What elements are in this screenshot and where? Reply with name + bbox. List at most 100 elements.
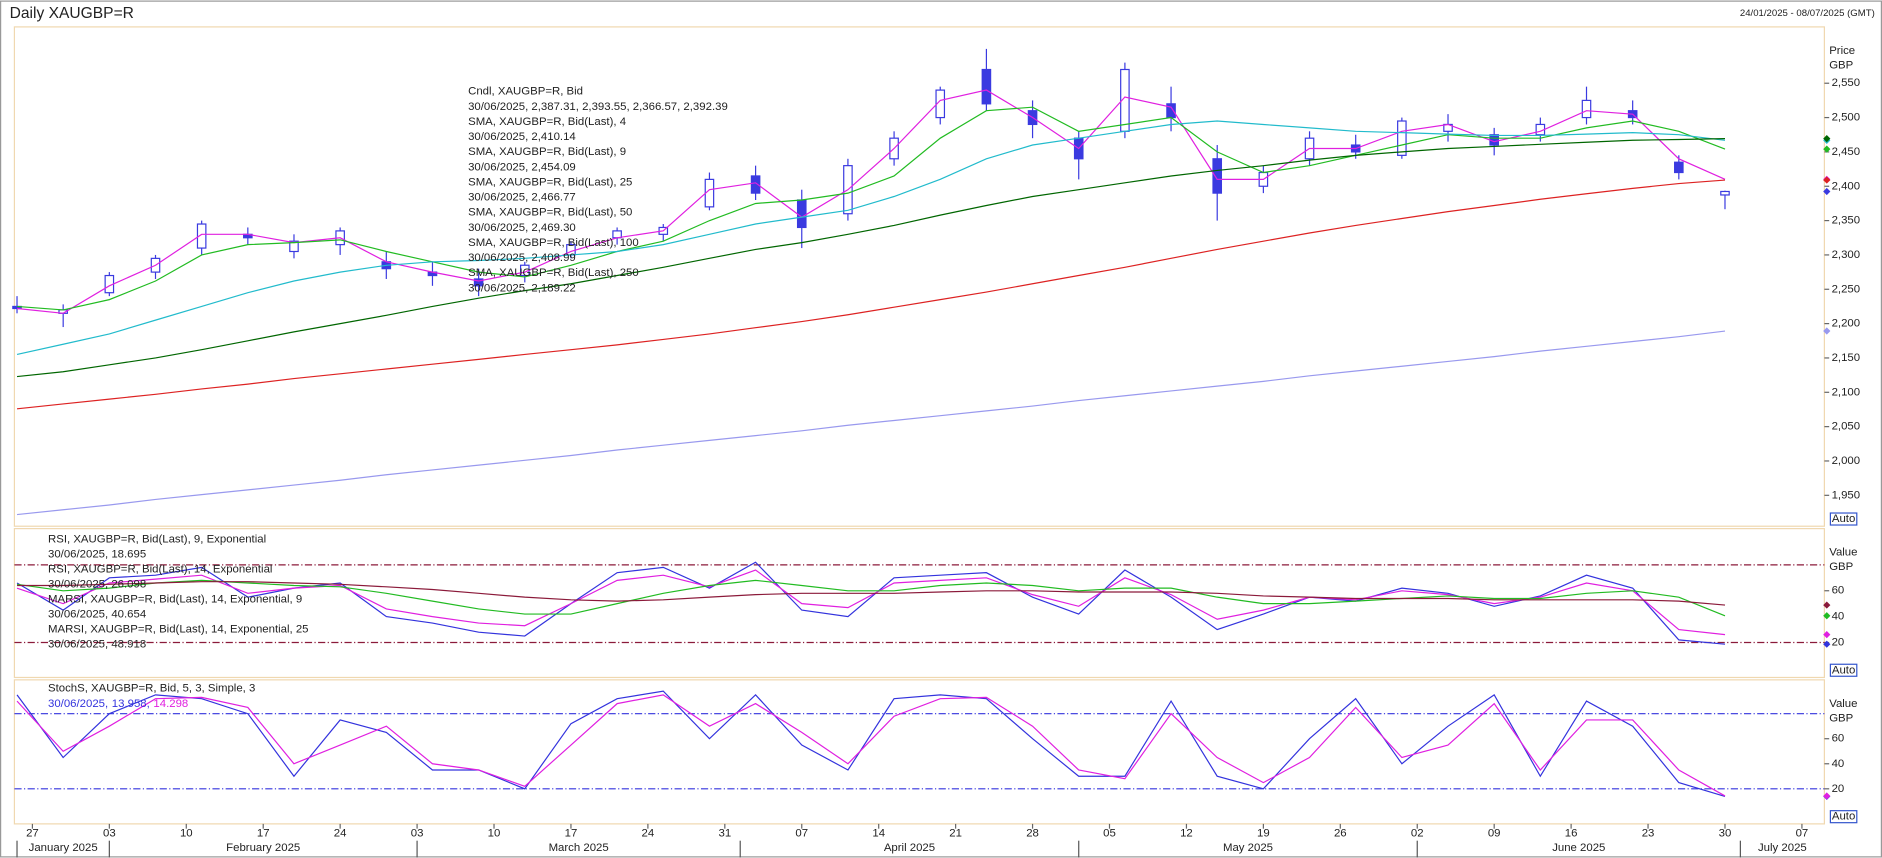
y-tick-label: 40 [1832,758,1845,770]
x-tick-label: 26 [1334,828,1347,840]
auto-button-box [1829,810,1858,824]
x-tick-label: 19 [1257,828,1270,840]
y-tick-label: 2,250 [1832,283,1861,295]
legend-value: 30/06/2025, 2,410.14 [468,131,576,143]
x-tick-label: 27 [26,828,39,840]
candle-body [473,278,484,287]
x-tick-label: 09 [1488,828,1501,840]
candle-body [796,199,807,229]
x-tick-label: 28 [1026,828,1039,840]
y-tick-label: 40 [1832,611,1845,623]
last-value-marker [1823,327,1831,335]
y-tick-label: 2,150 [1832,352,1861,364]
x-tick-label: 05 [1103,828,1116,840]
month-label: January 2025 [29,842,98,854]
last-value-marker [1823,187,1831,196]
x-tick-label: 17 [257,828,270,840]
series-line [16,579,1726,617]
legend-name: SMA, XAUGBP=R, Bid(Last), 250 [468,267,639,279]
y-tick-label: 2,500 [1832,112,1861,124]
x-tick-label: 02 [1411,828,1424,840]
y-axis-label: Value [1829,547,1857,559]
legend-name: SMA, XAUGBP=R, Bid(Last), 25 [468,176,632,188]
y-tick-label: 60 [1832,585,1845,597]
y-tick-label: 20 [1832,783,1845,795]
month-label: March 2025 [549,842,609,854]
candle-body [1674,161,1684,174]
legend-value: 30/06/2025, 2,469.30 [468,222,576,234]
y-tick-label: 2,200 [1832,318,1861,330]
y-tick-label: 2,400 [1832,180,1861,192]
month-label: April 2025 [884,842,935,854]
series-line [16,690,1726,797]
month-label: July 2025 [1758,842,1807,854]
y-axis-unit: GBP [1829,561,1853,573]
auto-button-box [1829,512,1858,526]
legend-value: 30/06/2025, 18.695 [48,548,146,560]
y-tick-label: 2,450 [1832,146,1861,158]
legend-name: SMA, XAUGBP=R, Bid(Last), 4 [468,116,626,128]
candle-body [1212,158,1223,194]
x-tick-label: 07 [1796,828,1809,840]
legend-name: SMA, XAUGBP=R, Bid(Last), 100 [468,237,639,249]
candle-body [1581,99,1592,119]
legend-name: RSI, XAUGBP=R, Bid(Last), 14, Exponentia… [48,563,272,575]
auto-button[interactable]: Auto [1832,664,1855,676]
y-axis-unit: GBP [1829,712,1853,724]
panel-frame [13,26,1825,527]
y-axis-label: Value [1829,698,1857,710]
auto-button[interactable]: Auto [1832,513,1855,525]
series-line [17,581,1726,606]
legend-name: MARSI, XAUGBP=R, Bid(Last), 14, Exponent… [48,593,302,605]
legend-value: 30/06/2025, 2,189.22 [468,282,576,294]
legend-value: 30/06/2025, 2,454.09 [468,161,576,173]
legend-name: SMA, XAUGBP=R, Bid(Last), 50 [468,207,632,219]
legend-value: 30/06/2025, 40.654 [48,608,146,620]
x-tick-label: 23 [1642,828,1655,840]
auto-button[interactable]: Auto [1832,811,1855,823]
series-line [16,179,1726,410]
legend-name: StochS, XAUGBP=R, Bid, 5, 3, Simple, 3 [48,682,255,694]
legend-value: 30/06/2025, 13.958, 14.298 [48,698,188,710]
candle-body [935,89,946,119]
y-axis-label: Price [1829,45,1855,57]
x-tick-label: 21 [949,828,962,840]
x-tick-label: 10 [180,828,193,840]
y-tick-label: 2,300 [1832,249,1861,261]
y-tick-label: 60 [1832,733,1845,745]
legend-value: 30/06/2025, 26.098 [48,578,146,590]
y-tick-label: 2,000 [1832,455,1861,467]
x-tick-label: 14 [872,828,885,840]
y-tick-label: 2,100 [1832,386,1861,398]
series-line [16,120,1726,356]
series-line [16,569,1726,636]
last-value-marker [1823,601,1831,609]
x-tick-label: 24 [642,828,655,840]
y-tick-label: 20 [1832,637,1845,649]
last-value-marker [1823,145,1831,153]
candle-body [981,68,992,105]
x-tick-label: 17 [565,828,578,840]
last-value-marker [1823,176,1831,184]
y-tick-label: 1,950 [1832,489,1861,501]
series-line [16,330,1726,516]
series-line [16,106,1726,311]
legend-value: 30/06/2025, 2,466.77 [468,192,576,204]
candle-body [196,223,207,249]
legend-name: MARSI, XAUGBP=R, Bid(Last), 14, Exponent… [48,623,309,635]
series-line [16,694,1726,797]
legend-value: 30/06/2025, 2,408.99 [468,252,576,264]
legend-value: 14.298 [153,698,188,710]
panel-frame [13,528,1825,679]
legend-name: SMA, XAUGBP=R, Bid(Last), 9 [468,146,626,158]
x-tick-label: 24 [334,828,347,840]
last-value-marker [1823,612,1831,620]
x-tick-label: 10 [488,828,501,840]
x-tick-label: 03 [411,828,424,840]
candle-body [1489,134,1499,146]
month-label: June 2025 [1552,842,1605,854]
candle-body [1720,190,1730,196]
y-axis-unit: GBP [1829,59,1853,71]
